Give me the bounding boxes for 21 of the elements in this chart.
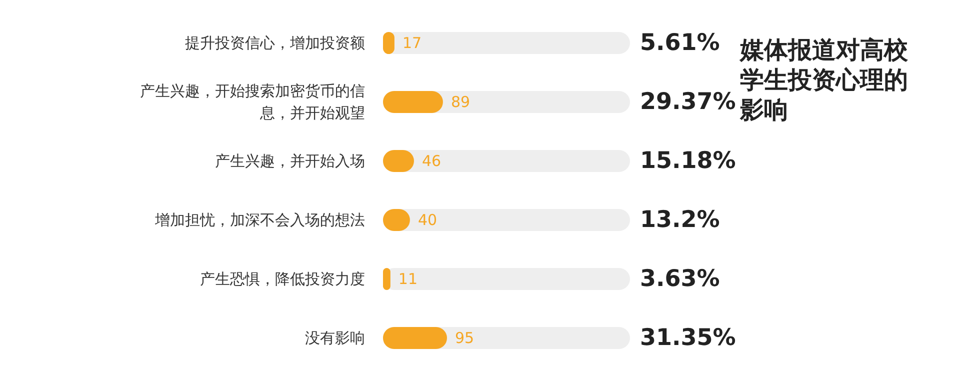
data-label: 89 [450,93,470,111]
text: 媒体报道对高校学生投资心理的影响 [739,36,909,124]
data-label: 40 [418,211,438,229]
y-tick-label: 产生兴趣，并开始入场 [215,152,365,170]
text: 13.2% [640,207,720,233]
data-label: 17 [402,34,422,52]
y-tick-label: 提升投资信心，增加投资额 [185,34,365,52]
bar [383,268,390,290]
text: 3.63% [640,266,720,292]
data-label: 11 [398,270,418,288]
y-tick-label: 没有影响 [305,329,365,347]
text: 5.61% [640,30,720,56]
text: 31.35% [640,325,736,351]
data-label: 95 [455,329,474,347]
data-label: 46 [422,152,442,170]
text: 29.37% [640,89,736,115]
bar [383,91,443,113]
y-tick-label: 产生恐惧，降低投资力度 [200,270,365,288]
text: 15.18% [640,148,736,174]
y-tick-label: 产生兴趣，开始搜索加密货币的信息，并开始观望 [140,82,365,122]
y-tick-label: 增加担忧，加深不会入场的想法 [154,211,365,229]
